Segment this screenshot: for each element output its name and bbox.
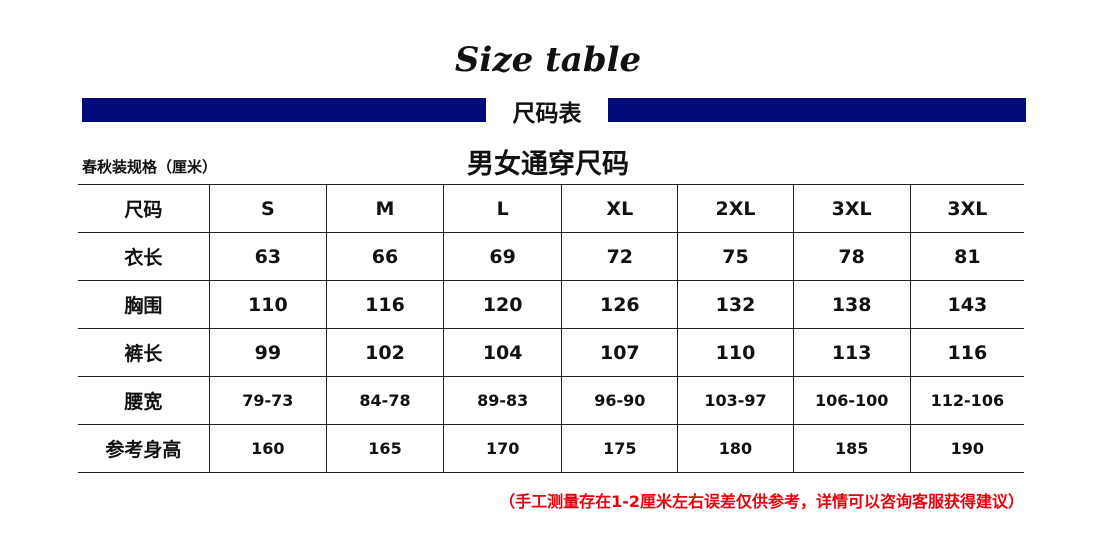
table-cell: 106-100	[792, 376, 911, 425]
table-cell: 3XL	[909, 184, 1024, 233]
table-cell: 81	[909, 232, 1024, 281]
table-cell: 126	[561, 280, 679, 329]
table-cell: 110	[677, 328, 794, 377]
row-label: 胸围	[78, 280, 210, 329]
table-cell: 170	[443, 424, 563, 473]
table-cell: 96-90	[561, 376, 679, 425]
table-cell: 66	[325, 232, 445, 281]
spec-label: 春秋装规格（厘米）	[82, 158, 218, 176]
table-cell: 160	[208, 424, 327, 473]
title-bar-right	[608, 98, 1026, 122]
row-label: 尺码	[78, 184, 210, 233]
table-cell: 102	[325, 328, 445, 377]
table-cell: 103-97	[677, 376, 794, 425]
table-cell: 110	[208, 280, 327, 329]
title-chinese: 尺码表	[512, 101, 582, 127]
table-cell: 84-78	[325, 376, 445, 425]
table-cell: XL	[561, 184, 679, 233]
table-cell: 79-73	[208, 376, 327, 425]
table-subtitle: 男女通穿尺码	[467, 149, 629, 180]
table-cell: 165	[325, 424, 445, 473]
table-header-row: 尺码 S M L XL 2XL 3XL 3XL	[78, 184, 1024, 233]
size-table: 尺码 S M L XL 2XL 3XL 3XL 衣长 63 66 69 72 75 78 81 胸围 110 116…	[78, 184, 1024, 473]
table-cell: 113	[792, 328, 911, 377]
row-label: 腰宽	[78, 376, 210, 425]
table-cell: 116	[325, 280, 445, 329]
table-cell: 180	[677, 424, 794, 473]
title-bar-left	[82, 98, 486, 122]
measurement-note: （手工测量存在1-2厘米左右误差仅供参考，详情可以咨询客服获得建议）	[499, 492, 1024, 511]
table-cell: 69	[443, 232, 563, 281]
table-row: 胸围 110 116 120 126 132 138 143	[78, 280, 1024, 329]
table-cell: 63	[208, 232, 327, 281]
table-cell: L	[443, 184, 563, 233]
row-label: 衣长	[78, 232, 210, 281]
table-cell: 185	[792, 424, 911, 473]
table-cell: 120	[443, 280, 563, 329]
row-label: 裤长	[78, 328, 210, 377]
table-cell: 104	[443, 328, 563, 377]
table-cell: 132	[677, 280, 794, 329]
table-row: 裤长 99 102 104 107 110 113 116	[78, 328, 1024, 377]
table-cell: S	[208, 184, 327, 233]
table-cell: 107	[561, 328, 679, 377]
table-cell: M	[325, 184, 445, 233]
table-row: 衣长 63 66 69 72 75 78 81	[78, 232, 1024, 281]
table-cell: 78	[792, 232, 911, 281]
table-cell: 190	[909, 424, 1024, 473]
table-cell: 116	[909, 328, 1024, 377]
table-cell: 112-106	[909, 376, 1024, 425]
row-label: 参考身高	[78, 424, 210, 473]
table-cell: 99	[208, 328, 327, 377]
title-english: Size table	[454, 40, 642, 80]
table-cell: 2XL	[677, 184, 794, 233]
table-cell: 75	[677, 232, 794, 281]
table-cell: 3XL	[792, 184, 911, 233]
table-row: 腰宽 79-73 84-78 89-83 96-90 103-97 106-100 112-1…	[78, 376, 1024, 425]
table-cell: 143	[909, 280, 1024, 329]
table-cell: 72	[561, 232, 679, 281]
table-cell: 138	[792, 280, 911, 329]
table-row: 参考身高 160 165 170 175 180 185 190	[78, 424, 1024, 473]
table-cell: 89-83	[443, 376, 563, 425]
table-cell: 175	[561, 424, 679, 473]
